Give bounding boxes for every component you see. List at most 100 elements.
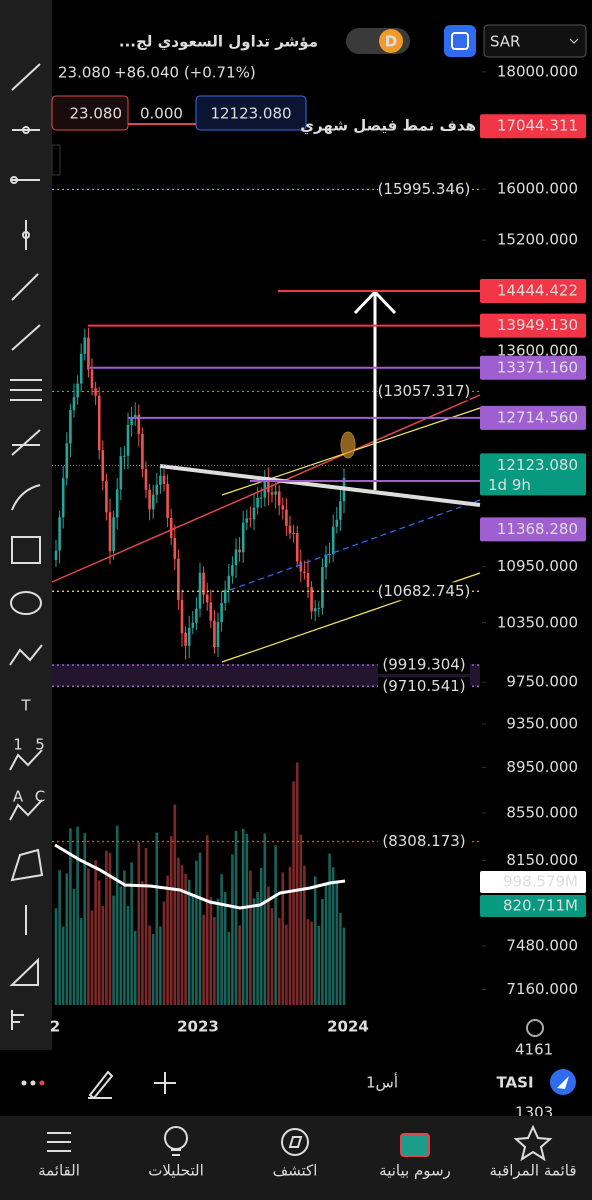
zone-band	[52, 664, 480, 686]
arrow-head	[353, 289, 397, 315]
volume-bar	[256, 892, 259, 1005]
more-dot[interactable]	[21, 1080, 27, 1086]
currency-select[interactable]	[483, 24, 587, 58]
y-tick-label: 16000.000	[497, 180, 578, 198]
price-badge	[480, 405, 586, 430]
level-label-bg	[378, 582, 470, 601]
toolbar-glyph[interactable]: C	[35, 788, 45, 806]
volume-bar	[180, 865, 184, 1005]
price-badge	[480, 114, 586, 139]
candle-body	[97, 395, 101, 451]
toolbar-icons[interactable]	[9, 63, 44, 1030]
volume-bar	[259, 867, 263, 1005]
candle-body	[76, 383, 79, 398]
volume-bar	[274, 845, 277, 1005]
candle-body	[177, 558, 180, 600]
volume-bar	[202, 914, 205, 1005]
candle-body	[137, 414, 141, 434]
level-label-bg	[378, 180, 470, 199]
candle-body	[144, 469, 148, 490]
price-badge	[480, 517, 586, 542]
y-tick-label: 8950.000	[506, 758, 578, 776]
highlight-ellipse	[340, 431, 356, 459]
price-badge-label: 14444.422	[497, 281, 578, 299]
volume-bar	[177, 857, 180, 1005]
volume-bar	[328, 853, 331, 1005]
toolbar-glyph[interactable]: A	[13, 788, 24, 806]
candle-body	[281, 505, 285, 510]
candle-body	[331, 526, 335, 555]
price-badge-label: 13371.160	[497, 358, 578, 376]
nav-label[interactable]: التحليلات	[148, 1162, 204, 1180]
volume-bar	[155, 832, 159, 1005]
sell-box[interactable]	[51, 95, 129, 131]
volume-bar	[61, 926, 65, 1005]
candle-body	[54, 550, 58, 560]
price-badge	[480, 278, 586, 303]
volume-bar	[101, 905, 105, 1005]
candle-body	[126, 425, 130, 456]
volume-bar	[79, 918, 83, 1005]
volume-bar	[241, 828, 245, 1005]
candle-body	[216, 622, 220, 648]
nav-label[interactable]: رسوم بيانية	[379, 1162, 451, 1180]
candle-body	[119, 456, 123, 490]
nav-label[interactable]: اكتشف	[273, 1162, 318, 1180]
interval[interactable]: 1أس	[366, 1073, 398, 1092]
more-dot[interactable]	[30, 1080, 36, 1086]
y-tick-label: 18000.000	[497, 62, 578, 80]
candle-body	[324, 554, 328, 568]
volume-bar	[285, 924, 288, 1005]
volume-ma	[54, 843, 346, 910]
volume-bar	[238, 925, 241, 1005]
nav-label[interactable]: قائمة المراقبة	[490, 1162, 577, 1180]
volume-bar	[281, 872, 285, 1005]
annotation: هدف نمط فيصل شهري	[300, 117, 476, 136]
candle-body	[90, 369, 94, 389]
volume-bar	[148, 925, 151, 1005]
volume-bar	[123, 870, 126, 1005]
candle-body	[223, 589, 227, 604]
nav-icons	[47, 1124, 553, 1162]
buy-box[interactable]	[195, 95, 307, 131]
candle-body	[101, 450, 105, 481]
volume-bar	[83, 833, 87, 1005]
volume-bar	[173, 804, 177, 1005]
chart-toolbar: 1أس TASI	[21, 1069, 576, 1100]
layout-button[interactable]	[444, 25, 476, 57]
dashed-line	[229, 499, 481, 591]
symbol-title[interactable]: مؤشر تداول السعودي لج...	[119, 33, 318, 52]
symbol[interactable]: TASI	[496, 1074, 533, 1092]
candle-body	[159, 475, 162, 485]
collapse-handle[interactable]	[51, 144, 61, 176]
nav-label[interactable]: القائمة	[38, 1162, 80, 1180]
volume-bar	[331, 867, 335, 1005]
symbol-glyph	[557, 1076, 569, 1089]
candle-body	[245, 518, 249, 523]
current-price-badge	[480, 453, 586, 496]
volume-bar	[295, 762, 299, 1005]
drawing-toolbar[interactable]	[0, 0, 52, 1050]
volume-bar	[292, 781, 295, 1005]
price-candles	[54, 327, 346, 660]
volume-bar	[335, 880, 339, 1005]
candle-body	[267, 477, 270, 493]
candle-body	[180, 599, 184, 633]
candle-body	[274, 491, 277, 495]
toolbar-glyph[interactable]: 1	[13, 736, 23, 754]
add-icon[interactable]	[154, 1072, 176, 1094]
volume-bar	[245, 833, 249, 1005]
volume-bar	[54, 908, 58, 1005]
pencil-icon[interactable]	[88, 1070, 114, 1100]
candle-body	[198, 572, 202, 609]
volume-bar	[263, 833, 267, 1005]
buy-price: 12123.080	[210, 105, 291, 123]
settings-icon[interactable]	[526, 1019, 544, 1037]
toolbar-glyph[interactable]: T	[20, 697, 31, 715]
candle-body	[259, 497, 263, 499]
more-dot[interactable]	[39, 1080, 45, 1086]
toolbar-glyph[interactable]: 5	[35, 736, 45, 754]
volume-bar	[339, 912, 342, 1005]
